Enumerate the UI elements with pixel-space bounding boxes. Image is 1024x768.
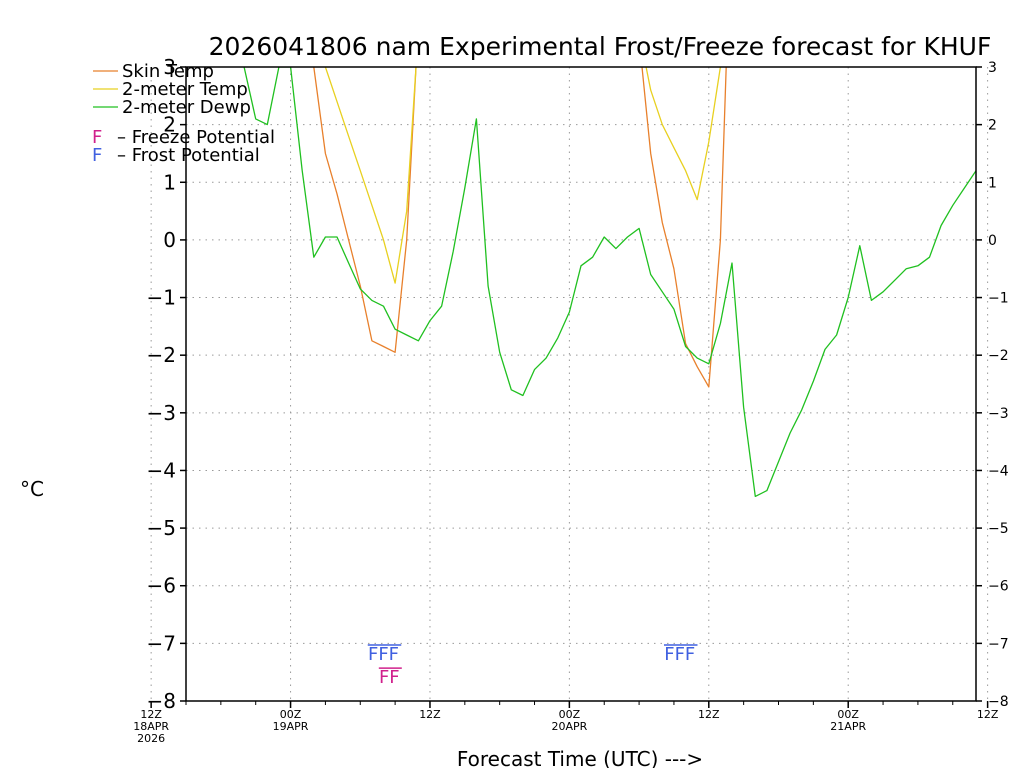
y-tick-label-left: −6: [147, 574, 176, 598]
y-tick-label-left: −1: [147, 286, 176, 310]
y-tick-label-left: −7: [147, 631, 176, 655]
series-line-skin-temp: [312, 67, 727, 388]
y-tick-label-right: 1: [988, 175, 997, 191]
y-tick-label-right: −6: [988, 579, 1009, 595]
y-tick-label-left: −3: [147, 401, 176, 425]
chart-title: 2026041806 nam Experimental Frost/Freeze…: [209, 32, 992, 61]
series-layer: [243, 67, 976, 498]
freeze-marker: FF: [379, 667, 400, 688]
series-line-2-meter-temp: [324, 67, 722, 284]
potential-marker: F: [92, 127, 102, 148]
y-tick-label-right: 0: [988, 233, 997, 249]
y-tick-label-right: −2: [988, 348, 1009, 364]
y-tick-label-left: 0: [163, 228, 176, 252]
x-tick-label: 00Z: [837, 708, 859, 721]
x-tick-label: 18APR: [133, 720, 169, 733]
x-tick-label: 21APR: [830, 720, 866, 733]
frost-marker: FFF: [368, 644, 399, 665]
y-tick-label-right: 2: [988, 118, 997, 134]
y-axis-right: −8 −7 −6 −5 −4 −3 −2 −1 0 1 2 3: [976, 60, 1009, 710]
legend-label: Skin Temp: [122, 61, 214, 82]
y-axis-label: °C: [20, 477, 44, 501]
y-tick-label-left: −5: [147, 516, 176, 540]
x-tick-label: 12Z: [419, 708, 441, 721]
potential-legend: F – Freeze Potential F – Frost Potential: [92, 127, 275, 166]
grid-lines: [150, 67, 989, 701]
x-tick-label: 19APR: [273, 720, 309, 733]
legend-label: 2-meter Temp: [122, 79, 248, 100]
y-tick-label-right: −8: [988, 694, 1009, 710]
y-tick-label-right: 3: [988, 60, 997, 76]
y-tick-label-right: −3: [988, 406, 1009, 422]
x-tick-label: 12Z: [140, 708, 162, 721]
x-tick-label: 20APR: [551, 720, 587, 733]
y-tick-label-right: −7: [988, 636, 1009, 652]
potential-label: – Freeze Potential: [117, 127, 275, 148]
series-line-2-meter-dewp: [243, 67, 976, 498]
frost-marker: FFF: [664, 644, 695, 665]
potential-label: – Frost Potential: [117, 145, 260, 166]
y-tick-label-right: −1: [988, 291, 1009, 307]
y-tick-label-right: −5: [988, 521, 1009, 537]
x-tick-label: 00Z: [559, 708, 581, 721]
y-tick-label-left: 2: [163, 113, 176, 137]
x-tick-label: 12Z: [698, 708, 720, 721]
legend-label: 2-meter Dewp: [122, 97, 251, 118]
plot-frame: [185, 66, 977, 702]
potential-marker: F: [92, 145, 102, 166]
x-tick-label: 2026: [137, 732, 165, 745]
y-tick-label-left: −2: [147, 343, 176, 367]
x-tick-label: 12Z: [977, 708, 999, 721]
y-tick-label-left: 1: [163, 170, 176, 194]
x-tick-label: 00Z: [280, 708, 302, 721]
y-tick-label-left: 3: [163, 55, 176, 79]
y-tick-label-left: −4: [147, 458, 176, 482]
y-tick-label-right: −4: [988, 463, 1009, 479]
x-axis-label: Forecast Time (UTC) --->: [457, 747, 703, 768]
